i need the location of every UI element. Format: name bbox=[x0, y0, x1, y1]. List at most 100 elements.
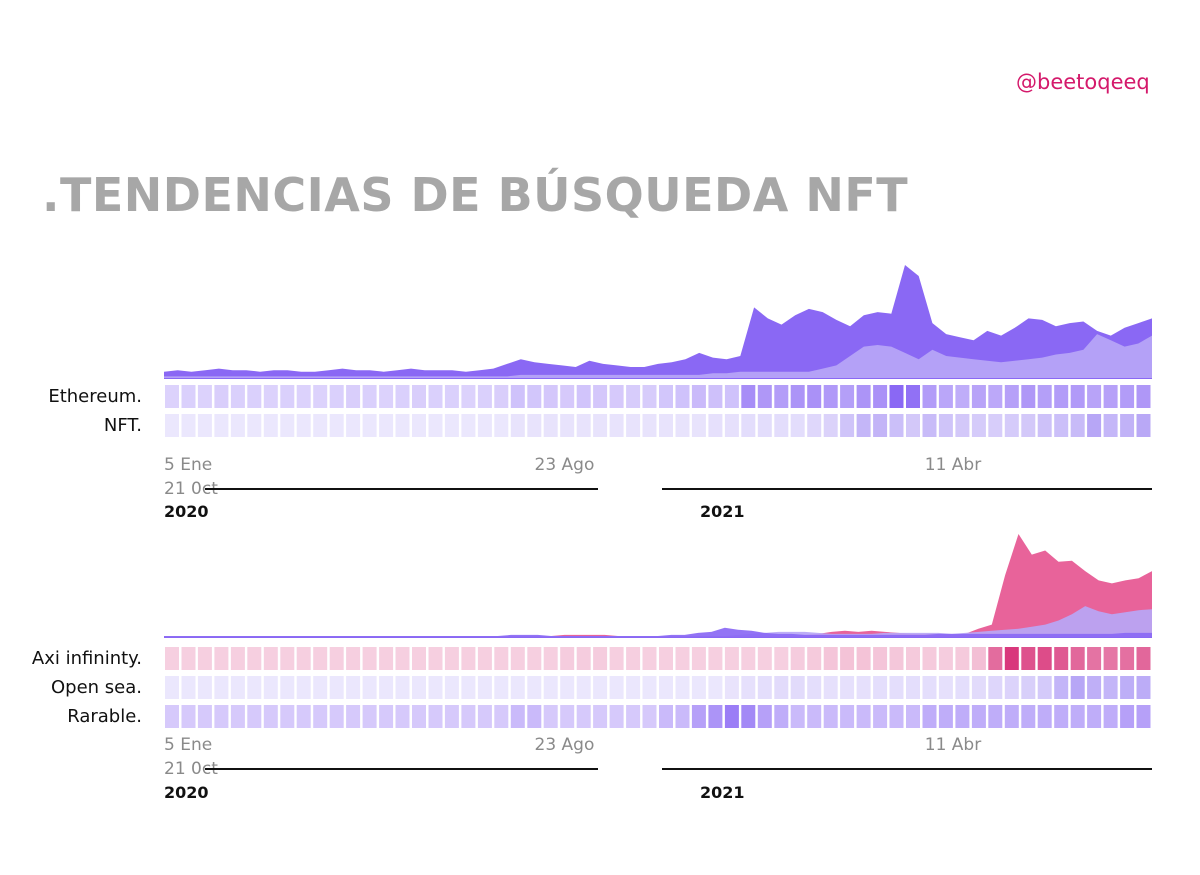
heatmap-cell bbox=[922, 385, 937, 408]
heatmap-cell bbox=[906, 385, 920, 408]
heatmap-cell bbox=[823, 385, 838, 408]
heatmap-cell bbox=[757, 705, 772, 728]
heatmap-cell bbox=[1004, 676, 1019, 699]
heatmap-cell bbox=[543, 414, 558, 437]
heatmap-cell bbox=[938, 647, 953, 670]
heatmap-cell bbox=[922, 414, 937, 437]
heatmap-cell bbox=[774, 647, 789, 670]
heatmap-cell bbox=[626, 705, 641, 728]
heatmap-cell bbox=[576, 647, 591, 670]
heatmap-cell bbox=[197, 647, 212, 670]
heatmap-cell bbox=[1021, 647, 1036, 670]
heatmap-cell bbox=[757, 676, 772, 699]
heatmap-cell bbox=[1087, 647, 1102, 670]
year-label: 2020 bbox=[164, 783, 209, 802]
heatmap-cell bbox=[1120, 647, 1135, 670]
heatmap-cell bbox=[510, 647, 525, 670]
heatmap-cell bbox=[1103, 705, 1118, 728]
heatmap-cell bbox=[230, 385, 245, 408]
heatmap-cell bbox=[313, 676, 328, 699]
heatmap-cell bbox=[626, 676, 641, 699]
heatmap-cell bbox=[889, 647, 904, 670]
heatmap-row-label: NFT. bbox=[104, 415, 142, 436]
heatmap-row-label: Open sea. bbox=[51, 677, 142, 698]
heatmap-cell bbox=[593, 676, 608, 699]
heatmap-cell bbox=[724, 414, 739, 437]
heatmap-cell bbox=[181, 647, 196, 670]
heatmap-cell bbox=[214, 385, 229, 408]
heatmap-cell bbox=[395, 385, 410, 408]
heatmap-cell bbox=[659, 705, 673, 728]
heatmap-cell bbox=[807, 676, 822, 699]
heatmap-cell bbox=[1004, 414, 1019, 437]
chart-panel-2: Axi infininty. Open sea. Rarable. 5 Ene 23 A… bbox=[32, 534, 1152, 802]
heatmap-cell bbox=[955, 647, 970, 670]
heatmap-cell bbox=[988, 647, 1003, 670]
heatmap-cell bbox=[263, 647, 278, 670]
heatmap-cell bbox=[461, 647, 476, 670]
heatmap-cell bbox=[329, 705, 344, 728]
heatmap-row-label: Rarable. bbox=[67, 706, 142, 727]
heatmap-cell bbox=[165, 676, 179, 699]
heatmap-cell bbox=[510, 385, 525, 408]
heatmap-cell bbox=[230, 705, 245, 728]
heatmap-cell bbox=[757, 385, 772, 408]
year-label: 2021 bbox=[700, 502, 745, 521]
heatmap-cell bbox=[280, 705, 295, 728]
heatmap-cell bbox=[247, 676, 262, 699]
heatmap-cell bbox=[247, 705, 262, 728]
heatmap-cell bbox=[230, 647, 245, 670]
heatmap-cell bbox=[362, 705, 377, 728]
heatmap-cell bbox=[708, 705, 723, 728]
heatmap-cell bbox=[840, 647, 855, 670]
heatmap-cell bbox=[708, 414, 723, 437]
heatmap-cell bbox=[823, 414, 838, 437]
heatmap-cell bbox=[988, 385, 1003, 408]
heatmap-cell bbox=[955, 414, 970, 437]
heatmap-cell bbox=[774, 414, 789, 437]
heatmap-cell bbox=[856, 414, 871, 437]
heatmap-cell bbox=[938, 385, 953, 408]
x-tick-label: 5 Ene bbox=[164, 455, 212, 475]
heatmap-cell bbox=[741, 414, 756, 437]
heatmap-cell bbox=[724, 676, 739, 699]
heatmap-cell bbox=[362, 385, 377, 408]
heatmap-cell bbox=[906, 705, 920, 728]
heatmap-cell bbox=[1004, 705, 1019, 728]
heatmap-cell bbox=[873, 676, 888, 699]
heatmap-cell bbox=[741, 676, 756, 699]
heatmap-cell bbox=[840, 414, 855, 437]
heatmap-cell bbox=[971, 385, 986, 408]
heatmap-cell bbox=[313, 647, 328, 670]
heatmap-cell bbox=[329, 647, 344, 670]
heatmap-cell bbox=[165, 705, 179, 728]
heatmap-cell bbox=[444, 385, 459, 408]
heatmap-cell bbox=[971, 414, 986, 437]
heatmap-cell bbox=[560, 676, 575, 699]
heatmap-cell bbox=[576, 705, 591, 728]
heatmap-cell bbox=[395, 414, 410, 437]
heatmap-cell bbox=[922, 676, 937, 699]
heatmap-cell bbox=[593, 647, 608, 670]
heatmap-cell bbox=[576, 676, 591, 699]
heatmap-cell bbox=[1087, 676, 1102, 699]
heatmap-cell bbox=[461, 385, 476, 408]
heatmap-cell bbox=[1070, 414, 1085, 437]
heatmap-cell bbox=[790, 647, 805, 670]
heatmap-cell bbox=[428, 705, 443, 728]
x-tick-label: 23 Ago bbox=[535, 735, 595, 755]
heatmap-cell bbox=[197, 385, 212, 408]
heatmap-cell bbox=[346, 705, 361, 728]
heatmap-cell bbox=[691, 385, 706, 408]
heatmap-cell bbox=[642, 705, 657, 728]
x-tick-label: 5 Ene bbox=[164, 735, 212, 755]
heatmap-cell bbox=[823, 705, 838, 728]
heatmap-cell bbox=[659, 414, 673, 437]
heatmap-cell bbox=[280, 385, 295, 408]
heatmap-cell bbox=[346, 414, 361, 437]
heatmap-cell bbox=[214, 705, 229, 728]
heatmap-cell bbox=[346, 385, 361, 408]
heatmap-cell bbox=[1070, 385, 1085, 408]
heatmap-cell bbox=[906, 414, 920, 437]
heatmap-cell bbox=[1136, 705, 1151, 728]
